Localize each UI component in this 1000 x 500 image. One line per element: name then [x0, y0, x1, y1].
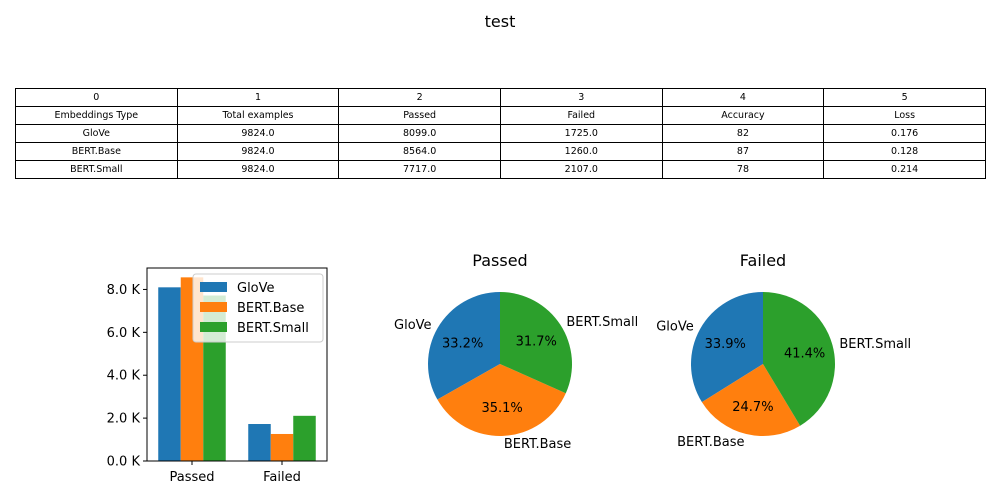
pie-slice-bert-small — [500, 292, 572, 394]
pie-label-bert-base: BERT.Base — [504, 437, 571, 452]
results-table: 0 1 2 3 4 5 Embeddings Type Total examples Passe… — [15, 88, 986, 179]
legend-swatch — [200, 302, 227, 312]
legend-swatch — [200, 282, 227, 292]
pie-label-glove: GloVe — [656, 320, 694, 335]
pie-slice-glove — [428, 292, 500, 400]
pie-label-bert-small: BERT.Small — [839, 337, 911, 352]
pie-slice-bert-base — [437, 364, 566, 437]
bar-glove-failed — [248, 424, 271, 461]
y-tick-label: 8.0 K — [107, 283, 141, 298]
y-tick-label: 6.0 K — [107, 326, 141, 341]
table-cell: BERT.Small — [15, 160, 178, 179]
pie-label-glove: GloVe — [394, 318, 432, 333]
results-table-body: 0 1 2 3 4 5 Embeddings Type Total examples Passe… — [15, 88, 986, 179]
pie-percent-bert-small: 41.4% — [784, 346, 825, 361]
y-tick-label: 4.0 K — [107, 369, 141, 384]
y-tick-label: 0.0 K — [107, 455, 141, 470]
table-row: BERT.Small 9824.0 7717.0 2107.0 78 0.214 — [15, 160, 986, 179]
pie-percent-bert-base: 24.7% — [732, 400, 773, 415]
pie-title: Failed — [740, 251, 786, 270]
table-cell: 0.214 — [823, 160, 986, 179]
x-tick-label: Failed — [263, 470, 301, 485]
bar-bert-small-failed — [293, 415, 316, 461]
pie-slice-bert-base — [701, 364, 801, 436]
pie-slice-bert-small — [763, 292, 835, 426]
legend-entry: BERT.Small — [237, 321, 309, 336]
figure-title: test — [484, 12, 516, 31]
table-row: Embeddings Type Total examples Passed Faile… — [15, 106, 986, 125]
pie-chart-passed: Passed GloVe 33.2% BERT.Base 35.1% BERT.Small… — [394, 251, 638, 452]
bar-glove-passed — [158, 287, 181, 461]
table-cell: 9824.0 — [176, 160, 340, 179]
pie-percent-glove: 33.2% — [442, 336, 483, 351]
table-row: BERT.Base 9824.0 8564.0 1260.0 87 0.128 — [15, 142, 986, 161]
pie-percent-bert-small: 31.7% — [516, 334, 557, 349]
bar-bert-base-failed — [270, 433, 294, 461]
pie-chart-failed: Failed GloVe 33.9% BERT.Base 24.7% BERT.Small… — [656, 251, 911, 450]
bar-axes-frame — [146, 267, 328, 462]
legend-entry: GloVe — [237, 281, 275, 296]
y-tick-label: 2.0 K — [107, 412, 141, 427]
pie-label-bert-small: BERT.Small — [566, 315, 638, 330]
pie-slice-glove — [691, 292, 763, 403]
pie-label-bert-base: BERT.Base — [677, 435, 744, 450]
pie-percent-glove: 33.9% — [705, 337, 746, 352]
pie-title: Passed — [472, 251, 527, 270]
bar-chart: 0.0 K 2.0 K 4.0 K 6.0 K 8.0 K Passed Failed Glo… — [107, 267, 328, 485]
bar-legend: GloVe BERT.Base BERT.Small — [192, 273, 324, 343]
x-tick-label: Passed — [169, 470, 214, 485]
pie-percent-bert-base: 35.1% — [481, 401, 522, 416]
table-row: GloVe 9824.0 8099.0 1725.0 82 0.176 — [15, 124, 986, 143]
legend-entry: BERT.Base — [237, 301, 304, 316]
legend-swatch — [200, 322, 227, 332]
